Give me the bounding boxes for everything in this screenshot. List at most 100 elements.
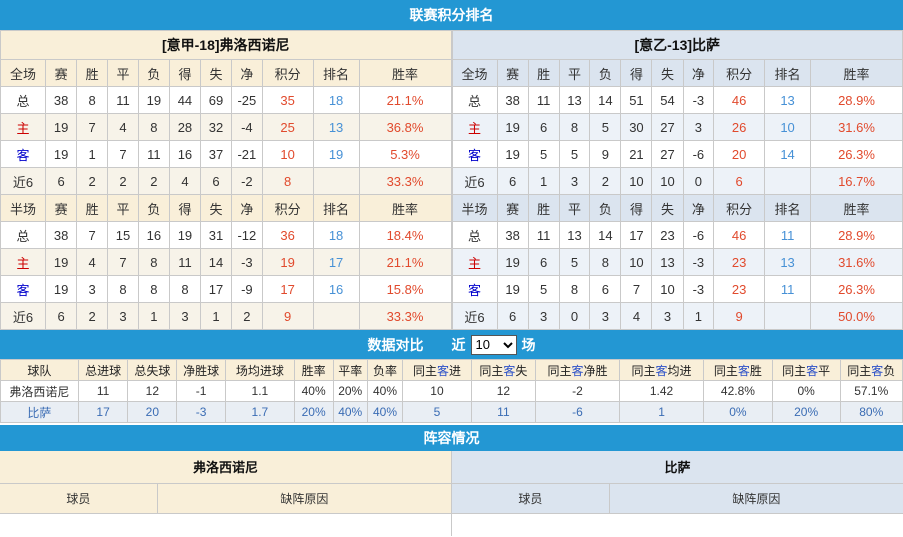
header-text: 进 bbox=[448, 363, 461, 378]
stat-cell: 19 bbox=[496, 140, 529, 168]
compare-cell: 0% bbox=[771, 380, 841, 402]
points-cell: 20 bbox=[713, 140, 766, 168]
win-rate-cell: 21.1% bbox=[358, 86, 452, 114]
column-header: 平 bbox=[558, 59, 591, 87]
stat-cell: 8 bbox=[107, 275, 139, 303]
column-header: 胜 bbox=[527, 59, 560, 87]
row-label: 近6 bbox=[0, 302, 47, 330]
rounds-select[interactable]: 10 bbox=[470, 334, 517, 355]
stat-cell: 28 bbox=[168, 113, 201, 141]
stat-cell: 8 bbox=[558, 113, 591, 141]
stat-cell: 10 bbox=[651, 167, 684, 195]
stat-cell: 3 bbox=[527, 302, 560, 330]
win-rate-cell: 31.6% bbox=[810, 113, 903, 141]
stat-cell: 2 bbox=[231, 302, 263, 330]
player-column-header: 球员 bbox=[452, 484, 610, 513]
section-header-row: 全场赛胜平负得失净积分 排名 胜率 bbox=[451, 59, 903, 87]
scope-label: 半场 bbox=[0, 194, 47, 222]
stat-cell: 2 bbox=[589, 167, 622, 195]
rank-cell bbox=[764, 167, 812, 195]
points-cell: 26 bbox=[713, 113, 766, 141]
column-header: 赛 bbox=[45, 59, 78, 87]
stat-cell: 1 bbox=[137, 302, 170, 330]
column-header: 胜 bbox=[76, 59, 109, 87]
compare-row: 比萨 17 20 -3 1.7 20% 40% 40% 5 11 -6 1 0% 20% 80% bbox=[0, 401, 903, 423]
absence-reason-column-header: 缺阵原因 bbox=[280, 492, 329, 506]
column-header: 积分 bbox=[713, 194, 766, 222]
column-header: 负 bbox=[137, 59, 170, 87]
standings-title-bar: 联赛积分排名 bbox=[0, 0, 903, 30]
stat-cell: 3 bbox=[107, 302, 139, 330]
stat-cell: 6 bbox=[527, 113, 560, 141]
points-cell: 8 bbox=[261, 167, 314, 195]
stat-cell: 7 bbox=[76, 113, 109, 141]
section-header-row: 半场赛胜平负得失净积分 排名 胜率 bbox=[0, 194, 452, 222]
squad-title-bar: 阵容情况 bbox=[0, 425, 903, 451]
stat-cell: 21 bbox=[620, 140, 653, 168]
compare-team-name: 比萨 bbox=[0, 401, 79, 423]
win-rate-cell: 28.9% bbox=[810, 221, 903, 249]
rounds-suffix-label: 场 bbox=[521, 336, 536, 353]
section-header-row: 半场赛胜平负得失净积分 排名 胜率 bbox=[451, 194, 903, 222]
header-text: 同主 bbox=[479, 363, 504, 378]
compare-cell: 42.8% bbox=[703, 380, 773, 402]
compare-cell: 0% bbox=[703, 401, 773, 423]
stat-cell: 16 bbox=[137, 221, 170, 249]
stat-cell: -9 bbox=[231, 275, 263, 303]
stat-cell: 15 bbox=[107, 221, 139, 249]
team-title-row: [意乙-13]比萨 bbox=[451, 30, 903, 60]
compare-cell: -6 bbox=[534, 401, 621, 423]
header-text: 同主 bbox=[713, 363, 738, 378]
stat-cell: 17 bbox=[199, 275, 233, 303]
stat-cell: 4 bbox=[168, 167, 201, 195]
stat-cell: 19 bbox=[45, 275, 78, 303]
stat-cell: 7 bbox=[620, 275, 653, 303]
column-header: 胜率 bbox=[358, 194, 452, 222]
league-tables-row: [意甲-18]弗洛西诺尼 全场赛胜平负得失净积分 排名 胜率总 38 8 11 19 44 69-… bbox=[0, 30, 903, 330]
team-title: [意乙-13]比萨 bbox=[451, 30, 903, 60]
compare-cell: -2 bbox=[534, 380, 621, 402]
win-rate-cell: 33.3% bbox=[358, 302, 452, 330]
stat-cell: 11 bbox=[137, 140, 170, 168]
header-text-away-char: 客 bbox=[503, 363, 516, 378]
win-rate-cell: 26.3% bbox=[810, 140, 903, 168]
stat-cell: 30 bbox=[620, 113, 653, 141]
squad-empty-away bbox=[452, 514, 903, 536]
column-header: 排名 bbox=[312, 194, 360, 222]
squad-columns-home: 球员 缺阵原因 bbox=[0, 484, 451, 514]
stat-cell: 13 bbox=[558, 86, 591, 114]
stat-cell: 8 bbox=[137, 113, 170, 141]
column-header: 失 bbox=[199, 59, 233, 87]
points-cell: 17 bbox=[261, 275, 314, 303]
stat-cell: 27 bbox=[651, 140, 684, 168]
stat-cell: 4 bbox=[76, 248, 109, 276]
compare-cell: 20 bbox=[127, 401, 178, 423]
team-title-row: [意甲-18]弗洛西诺尼 bbox=[0, 30, 452, 60]
column-header: 胜 bbox=[76, 194, 109, 222]
compare-column-header: 同主客均进 bbox=[619, 359, 705, 381]
compare-column-header: 同主客负 bbox=[839, 359, 903, 381]
stat-cell: 19 bbox=[168, 221, 201, 249]
stat-cell: 69 bbox=[199, 86, 233, 114]
compare-cell: 57.1% bbox=[839, 380, 903, 402]
stats-row: 客 19 1 7 11 16 37 -21 10 19 5.3% bbox=[0, 140, 452, 168]
stat-cell: 8 bbox=[137, 275, 170, 303]
rank-cell: 11 bbox=[764, 221, 812, 249]
row-label: 总 bbox=[0, 86, 47, 114]
compare-column-header: 总失球 bbox=[127, 359, 178, 381]
column-header: 平 bbox=[558, 194, 591, 222]
compare-cell: 12 bbox=[127, 380, 178, 402]
win-rate-cell: 21.1% bbox=[358, 248, 452, 276]
stats-row: 近6 6 1 3 2 10 10 0 6 16.7% bbox=[451, 167, 903, 195]
stat-cell: 14 bbox=[589, 221, 622, 249]
stat-cell: -6 bbox=[682, 221, 715, 249]
stat-cell: 13 bbox=[558, 221, 591, 249]
compare-cell: 5 bbox=[402, 401, 472, 423]
win-rate-cell: 15.8% bbox=[358, 275, 452, 303]
stat-cell: -4 bbox=[231, 113, 263, 141]
stats-row: 客 19 5 8 6 7 10 -3 23 11 26.3% bbox=[451, 275, 903, 303]
compare-cell: 17 bbox=[77, 401, 129, 423]
stat-cell: 1 bbox=[682, 302, 715, 330]
points-cell: 23 bbox=[713, 248, 766, 276]
rank-cell: 16 bbox=[312, 275, 360, 303]
